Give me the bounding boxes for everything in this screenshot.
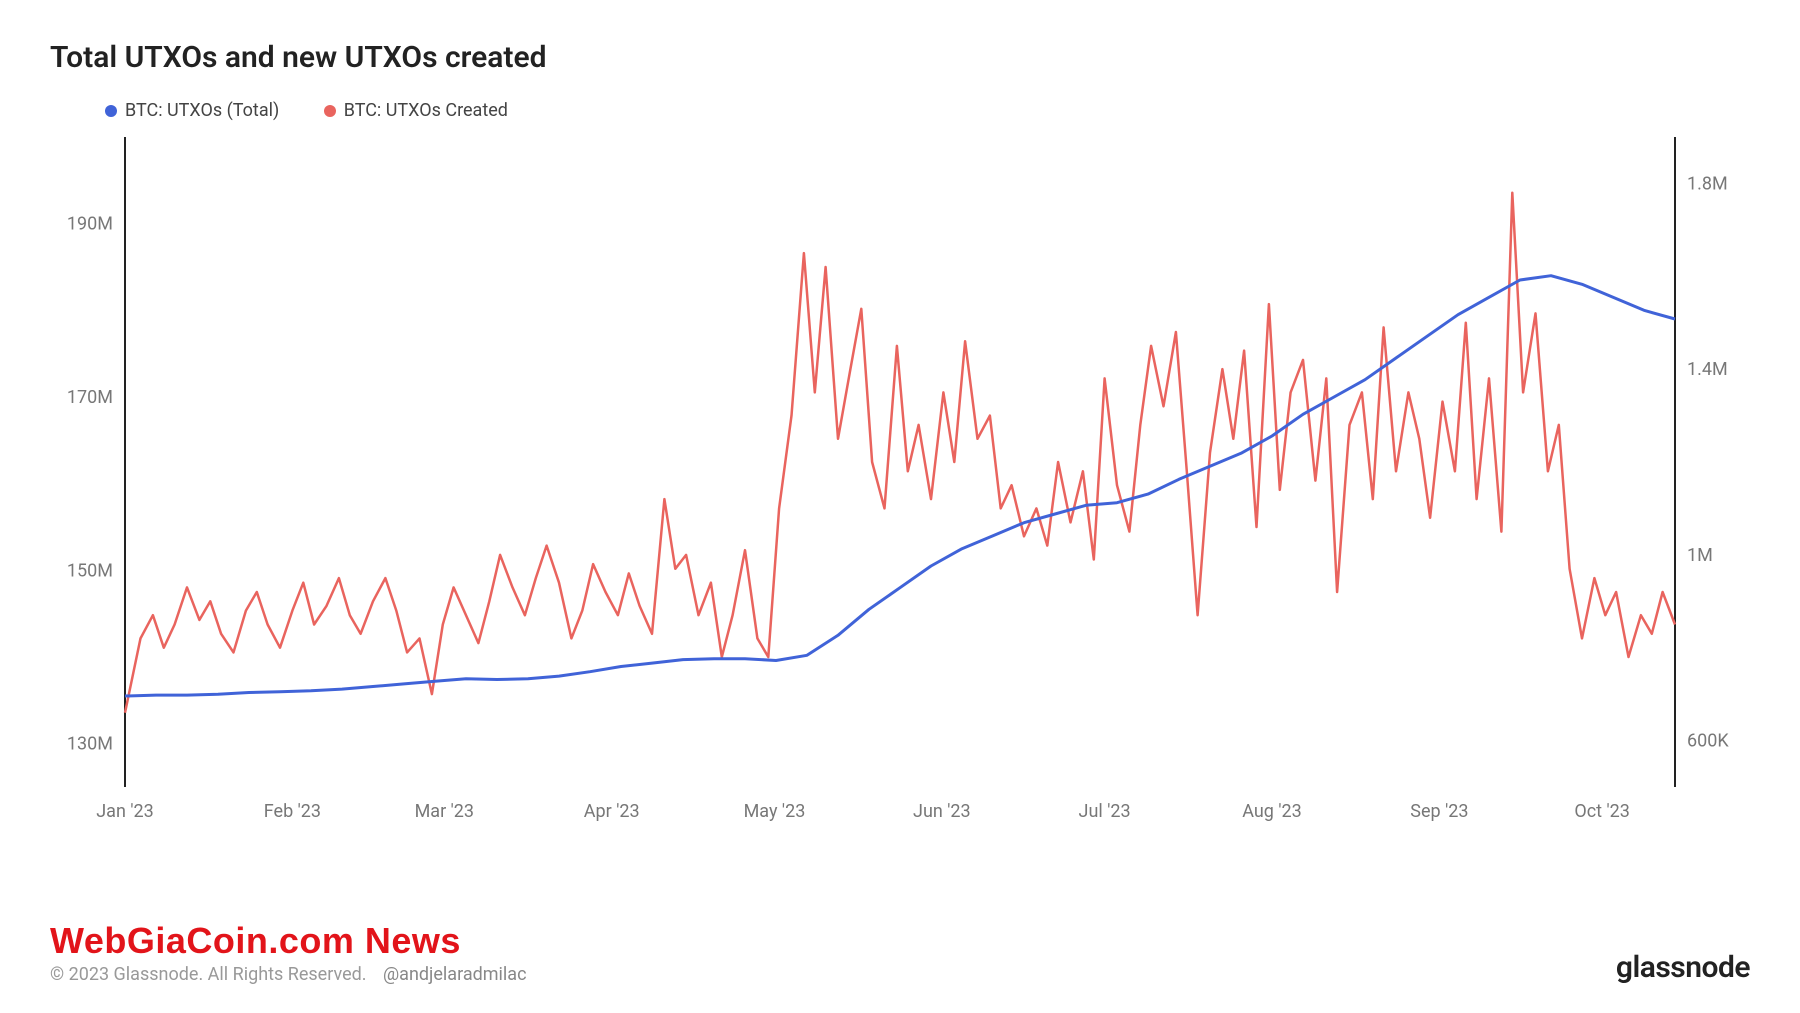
svg-text:Sep '23: Sep '23 <box>1410 801 1468 822</box>
svg-text:1.8M: 1.8M <box>1687 173 1728 194</box>
chart-legend: BTC: UTXOs (Total) BTC: UTXOs Created <box>105 100 1750 122</box>
svg-text:150M: 150M <box>67 560 113 581</box>
chart-title: Total UTXOs and new UTXOs created <box>50 40 1750 75</box>
svg-text:Mar '23: Mar '23 <box>415 801 474 822</box>
legend-dot-created <box>324 105 336 117</box>
svg-text:Oct '23: Oct '23 <box>1574 801 1630 822</box>
chart-footer: WebGiaCoin.com News © 2023 Glassnode. Al… <box>50 920 1750 985</box>
svg-text:Apr '23: Apr '23 <box>584 801 640 822</box>
chart-container: Total UTXOs and new UTXOs created BTC: U… <box>0 0 1800 1013</box>
svg-text:170M: 170M <box>67 387 113 408</box>
copyright-text: © 2023 Glassnode. All Rights Reserved. @… <box>50 964 527 985</box>
svg-text:May '23: May '23 <box>744 801 806 822</box>
svg-text:Jul '23: Jul '23 <box>1079 801 1131 822</box>
svg-text:Jun '23: Jun '23 <box>913 801 971 822</box>
news-overlay: WebGiaCoin.com News <box>50 920 527 962</box>
legend-item-total: BTC: UTXOs (Total) <box>105 100 279 121</box>
svg-text:600K: 600K <box>1687 730 1729 751</box>
legend-label-created: BTC: UTXOs Created <box>344 100 508 121</box>
copyright-label: © 2023 Glassnode. All Rights Reserved. <box>50 964 367 985</box>
chart-svg: 130M 150M 170M 190M 600K 1M 1.4M 1.8M Jan '23 Feb… <box>50 127 1750 847</box>
brand-label: glassnode <box>1616 950 1750 985</box>
svg-text:190M: 190M <box>67 213 113 234</box>
legend-item-created: BTC: UTXOs Created <box>324 100 508 121</box>
svg-text:Feb '23: Feb '23 <box>264 801 321 822</box>
svg-text:Aug '23: Aug '23 <box>1242 801 1302 822</box>
footer-left: WebGiaCoin.com News © 2023 Glassnode. Al… <box>50 920 527 985</box>
svg-text:Jan '23: Jan '23 <box>96 801 154 822</box>
author-handle: @andjelaradmilac <box>383 964 527 985</box>
legend-dot-total <box>105 105 117 117</box>
svg-text:130M: 130M <box>67 733 113 754</box>
chart-plot-area: 130M 150M 170M 190M 600K 1M 1.4M 1.8M Jan '23 Feb… <box>50 127 1750 847</box>
svg-text:1.4M: 1.4M <box>1687 359 1728 380</box>
svg-text:1M: 1M <box>1687 544 1713 565</box>
legend-label-total: BTC: UTXOs (Total) <box>125 100 279 121</box>
